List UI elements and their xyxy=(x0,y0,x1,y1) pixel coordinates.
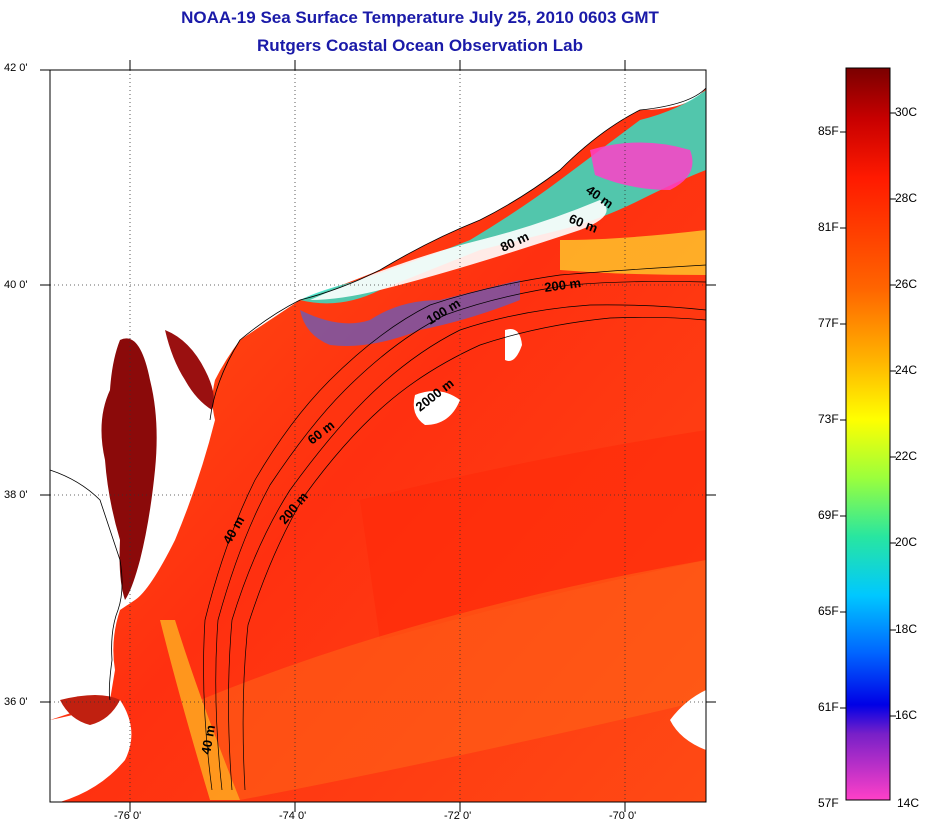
graticule xyxy=(50,70,706,802)
coastline-west xyxy=(49,469,123,701)
isobath-2000m xyxy=(242,316,707,791)
cbar-f-65: 65F xyxy=(818,604,839,618)
lon-label-70: -70 0' xyxy=(609,810,637,822)
pamlico-sound xyxy=(60,695,120,725)
cbar-c-16: 16C xyxy=(895,708,918,722)
isobath-200m xyxy=(228,304,707,791)
coastline-northeast xyxy=(209,87,707,421)
lon-label-74: -74 0' xyxy=(279,810,307,822)
front-blue xyxy=(300,280,520,346)
lon-label-76: -76 0' xyxy=(114,810,142,822)
land-south xyxy=(50,700,132,802)
cbar-c-20: 20C xyxy=(895,535,918,549)
cold-pool xyxy=(590,142,693,190)
cbar-f-85: 85F xyxy=(818,124,839,138)
map-title: NOAA-19 Sea Surface Temperature July 25,… xyxy=(181,8,659,27)
cbar-f-61: 61F xyxy=(818,700,839,714)
cbar-c-28: 28C xyxy=(895,191,918,205)
cbar-c-18: 18C xyxy=(895,622,918,636)
cbar-f-57: 57F xyxy=(818,796,839,810)
cbar-c-14: 14C xyxy=(897,796,920,810)
warm-band xyxy=(360,430,706,640)
frame-ticks xyxy=(40,60,716,812)
lat-label-40: 40 0' xyxy=(4,279,28,291)
nearshore-strip xyxy=(160,620,240,800)
warm-edge xyxy=(560,230,706,275)
map-subtitle: Rutgers Coastal Ocean Observation Lab xyxy=(257,36,583,55)
isobath-label-200m-north: 200 m xyxy=(543,275,582,295)
land-northeast xyxy=(50,70,706,720)
cbar-f-77: 77F xyxy=(818,316,839,330)
cbar-c-24: 24C xyxy=(895,363,918,377)
colorbar-ticks xyxy=(840,112,896,717)
isobath-label-40m-south: 40 m xyxy=(198,724,218,756)
lat-label-42: 42 0' xyxy=(4,62,28,74)
cloud-gap xyxy=(310,200,607,300)
cbar-f-69: 69F xyxy=(818,508,839,522)
isobath-80m xyxy=(215,281,707,791)
lat-label-38: 38 0' xyxy=(4,489,28,501)
colorbar xyxy=(845,67,891,801)
lon-label-72: -72 0' xyxy=(444,810,472,822)
cbar-f-73: 73F xyxy=(818,412,839,426)
delaware-bay xyxy=(165,330,214,410)
cbar-c-30: 30C xyxy=(895,105,918,119)
map-frame xyxy=(49,69,707,803)
cloud-gap-2 xyxy=(413,391,460,425)
warm-band-2 xyxy=(200,560,706,800)
cbar-f-81: 81F xyxy=(818,220,839,234)
cold-shelf-water xyxy=(300,90,706,304)
isobath-40m xyxy=(203,264,707,791)
cloud-patch xyxy=(670,690,706,750)
lat-label-36: 36 0' xyxy=(4,696,28,708)
cbar-c-26: 26C xyxy=(895,277,918,291)
cbar-c-22: 22C xyxy=(895,449,918,463)
chesapeake-bay xyxy=(101,338,157,600)
cloud-gap-3 xyxy=(505,329,522,361)
